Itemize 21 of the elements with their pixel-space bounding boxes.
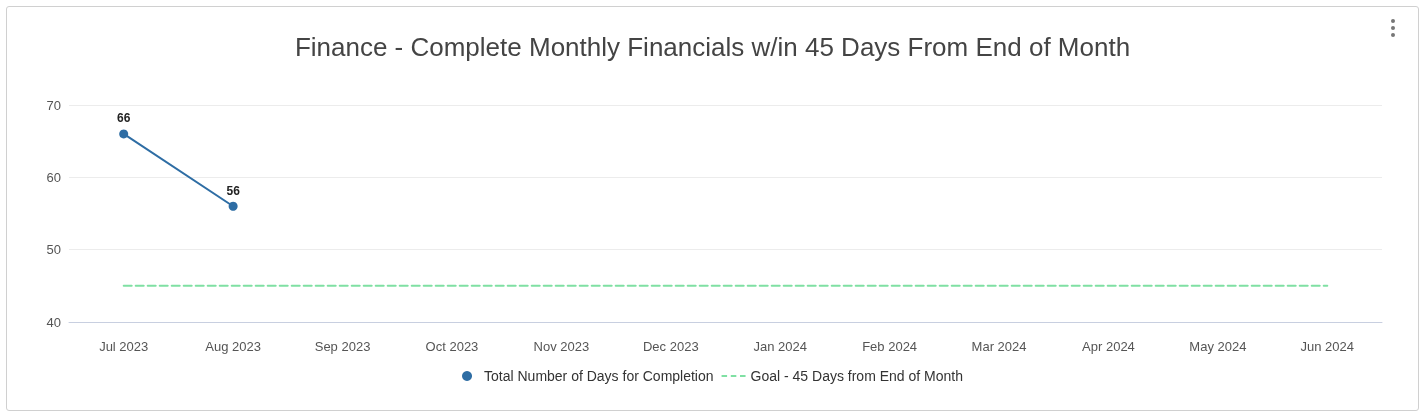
y-tick-label: 60 (46, 169, 61, 185)
data-label: 56 (226, 183, 241, 198)
x-tick-label: Jul 2023 (99, 339, 149, 354)
x-tick-label: Mar 2024 (971, 339, 1027, 354)
x-tick-label: Apr 2024 (1082, 339, 1135, 354)
y-tick-label: 70 (46, 97, 61, 113)
x-tick-label: Aug 2023 (205, 339, 261, 354)
chart-title: Finance - Complete Monthly Financials w/in 45 Days From End of Month (294, 32, 1131, 62)
x-tick-label: Jan 2024 (753, 339, 807, 354)
y-tick-label: 50 (46, 242, 61, 258)
x-tick-label: Nov 2023 (533, 339, 590, 354)
x-tick-label: Sep 2023 (314, 339, 371, 354)
x-tick-label: May 2024 (1189, 339, 1247, 354)
legend-label: Total Number of Days for Completion (484, 368, 714, 384)
x-tick-label: Feb 2024 (862, 339, 918, 354)
y-tick-label: 40 (46, 314, 61, 330)
x-tick-label: Dec 2023 (642, 339, 699, 354)
x-tick-label: Jun 2024 (1300, 339, 1355, 354)
legend-label: Goal - 45 Days from End of Month (750, 368, 963, 384)
data-label: 66 (117, 111, 131, 126)
x-tick-label: Oct 2023 (425, 339, 479, 354)
